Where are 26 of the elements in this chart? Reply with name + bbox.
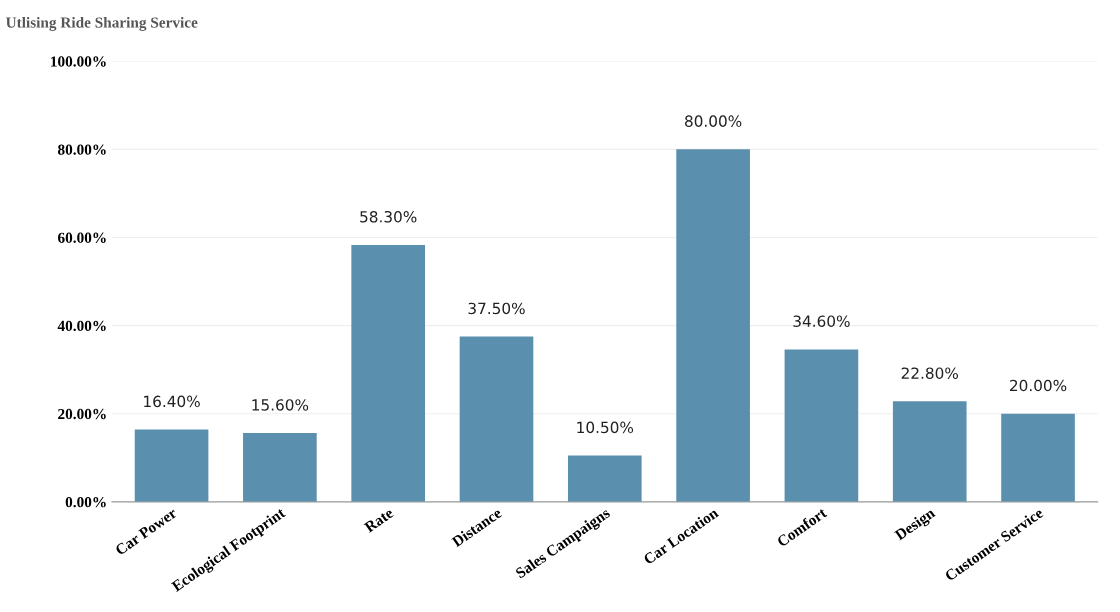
chart-title: Utlising Ride Sharing Service	[5, 16, 198, 31]
y-tick-label: 20.00%	[58, 408, 106, 420]
data-label: 15.60%	[252, 399, 309, 411]
y-tick-label: 60.00%	[58, 232, 106, 243]
bar	[351, 244, 426, 502]
data-label: 16.40%	[144, 395, 200, 408]
bar	[676, 149, 750, 502]
bar	[459, 336, 534, 502]
bar	[567, 455, 642, 502]
y-tick-label: 80.00%	[57, 144, 106, 155]
data-label: 80.00%	[685, 115, 742, 127]
bar	[134, 429, 209, 502]
y-tick-label: 0.00%	[65, 496, 106, 508]
y-tick-label: 40.00%	[57, 320, 106, 332]
bar	[784, 349, 859, 502]
data-label: 10.50%	[577, 421, 634, 434]
bar	[1001, 413, 1075, 502]
data-label: 22.80%	[901, 367, 959, 379]
data-label: 20.00%	[1010, 379, 1067, 392]
data-label: 37.50%	[468, 302, 525, 315]
data-label: 34.60%	[793, 315, 850, 327]
data-label: 58.30%	[360, 210, 417, 223]
y-tick-label: 100.00%	[51, 56, 106, 67]
bar	[243, 433, 317, 502]
x-tick-label: Rate	[363, 507, 395, 533]
bar	[892, 401, 967, 502]
